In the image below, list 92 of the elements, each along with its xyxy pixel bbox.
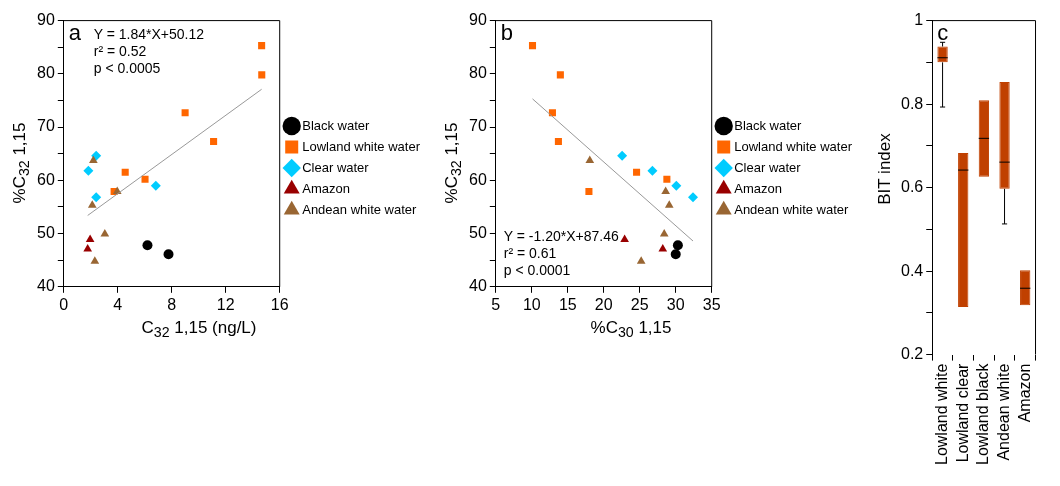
x-tick-label: 15 (558, 295, 577, 313)
point (121, 168, 129, 176)
point (83, 244, 93, 252)
y-tick-label: 40 (469, 277, 487, 295)
y-tick-label: 0.4 (900, 261, 924, 279)
y-tick-label: 50 (469, 223, 487, 241)
point (671, 180, 682, 191)
legend-label: Clear water (302, 159, 370, 175)
point (585, 187, 593, 196)
x-tick-label: 25 (630, 295, 649, 313)
legend-label: Andean white water (734, 201, 850, 217)
point (647, 165, 658, 176)
x-tick-label: 12 (216, 295, 235, 313)
x-tick-label: Lowland clear (953, 362, 971, 463)
point (83, 165, 94, 176)
legend-label: Black water (302, 117, 371, 133)
x-tick-label: 16 (270, 295, 289, 313)
point (636, 256, 646, 264)
x-tick-label: Amazon (1015, 363, 1033, 423)
y-tick-label: 40 (37, 277, 55, 295)
y-tick-label: 50 (37, 223, 55, 241)
annotation: r² = 0.61 (503, 244, 557, 261)
y-tick-label: 70 (37, 117, 55, 135)
annotation: r² = 0.52 (93, 43, 147, 60)
x-tick-label: 5 (491, 295, 501, 313)
y-tick-label: 0.8 (900, 94, 924, 112)
x-tick-label: 0 (59, 295, 69, 313)
point (142, 240, 153, 251)
point (556, 71, 564, 79)
point (554, 137, 562, 145)
annotation: p < 0.0001 (503, 261, 571, 278)
point (688, 192, 698, 203)
y-tick-label: 70 (469, 117, 487, 135)
y-tick-label: 0.6 (900, 178, 924, 196)
point (85, 234, 95, 242)
legend-label: Lowland white water (734, 138, 853, 154)
legend-label: Lowland white water (302, 138, 421, 154)
point (210, 137, 218, 145)
point (150, 180, 161, 191)
point (100, 229, 110, 237)
point (141, 175, 149, 183)
x-tick-label: 20 (594, 295, 613, 313)
point (661, 186, 670, 194)
legend-label: Clear water (734, 159, 802, 175)
x-tick-label: 4 (113, 295, 123, 313)
annotation: p < 0.0005 (93, 60, 161, 77)
point (90, 256, 100, 264)
point (633, 168, 641, 176)
x-tick-label: Lowland white (932, 363, 950, 466)
x-tick-label: 35 (702, 295, 721, 313)
y-tick-label: 60 (469, 170, 487, 188)
chart-title: c (937, 19, 949, 45)
point (87, 200, 97, 208)
point (664, 200, 674, 208)
x-axis-title: %C$_{30}$ 1,15 (589, 318, 673, 341)
y-tick-label: 60 (37, 170, 55, 188)
point (163, 249, 174, 260)
x-tick-label: Lowland black (974, 362, 992, 466)
y-tick-label: 90 (37, 11, 55, 29)
x-tick-label: Andean white (994, 363, 1012, 461)
y-tick-label: 90 (469, 11, 487, 29)
annotation: Y = 1.84*X+50.12 (93, 26, 205, 43)
legend-label: Black water (734, 117, 803, 133)
y-tick-label: 80 (469, 64, 487, 82)
point (181, 109, 189, 117)
legend-label: Amazon (734, 180, 782, 196)
point (528, 42, 537, 50)
point (258, 71, 266, 79)
legend-label: Amazon (302, 180, 350, 196)
point (670, 249, 681, 260)
point (258, 42, 266, 50)
x-tick-label: 30 (666, 295, 685, 313)
x-tick-label: 8 (167, 295, 177, 313)
chart-title: b (500, 19, 514, 45)
x-axis-title: C$_{32}$ 1,15 (ng/L) (140, 318, 258, 341)
y-axis-title: BIT index (875, 133, 895, 205)
point (91, 192, 102, 203)
y-tick-label: 80 (37, 64, 55, 82)
point (617, 150, 628, 161)
chart-title: a (68, 19, 82, 45)
point (89, 155, 98, 164)
point (663, 175, 671, 183)
x-tick-label: 10 (522, 295, 541, 313)
point (658, 244, 668, 252)
legend-label: Andean white water (302, 201, 418, 217)
point (672, 240, 683, 251)
point (620, 234, 629, 242)
point (659, 229, 669, 237)
y-tick-label: 1 (914, 11, 924, 29)
point (585, 155, 595, 164)
y-tick-label: 0.2 (900, 345, 924, 363)
annotation: Y = -1.20*X+87.46 (503, 227, 619, 244)
